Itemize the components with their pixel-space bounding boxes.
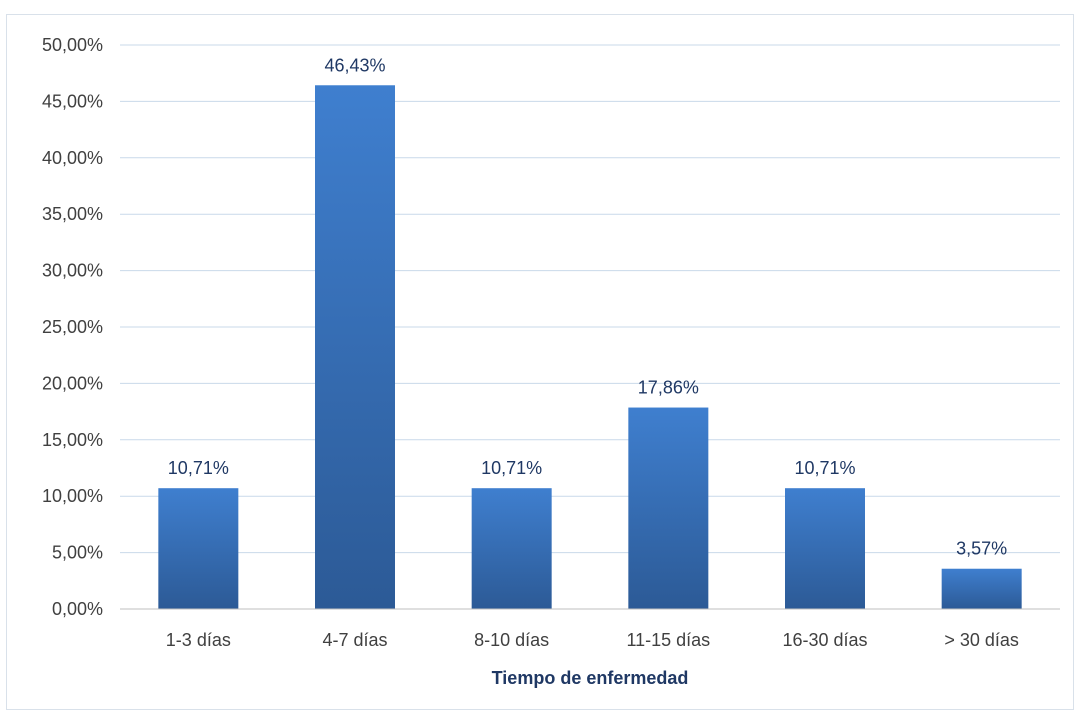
data-label: 3,57% — [956, 539, 1007, 559]
bar — [158, 488, 239, 609]
data-label: 10,71% — [168, 458, 229, 478]
bar — [315, 85, 395, 610]
y-tick-label: 40,00% — [42, 148, 103, 168]
y-tick-label: 30,00% — [42, 261, 103, 281]
y-tick-label: 45,00% — [42, 91, 103, 111]
x-tick-label: 11-15 días — [626, 630, 710, 650]
bar — [471, 488, 552, 609]
x-tick-label: > 30 días — [944, 630, 1019, 650]
bar — [785, 488, 865, 609]
bars — [158, 85, 1022, 610]
data-label: 17,86% — [638, 378, 699, 398]
data-label: 10,71% — [794, 458, 855, 478]
x-axis-title: Tiempo de enfermedad — [492, 668, 689, 688]
y-tick-label: 10,00% — [42, 486, 103, 506]
x-tick-label: 4-7 días — [322, 630, 387, 650]
y-tick-label: 0,00% — [52, 599, 103, 619]
x-tick-label: 16-30 días — [782, 630, 867, 650]
bar — [941, 568, 1022, 609]
data-label: 10,71% — [481, 458, 542, 478]
data-labels: 10,71% 46,43% 10,71% 17,86% 10,71% 3,57% — [168, 55, 1007, 558]
gridlines — [120, 44, 1060, 554]
y-tick-label: 15,00% — [42, 430, 103, 450]
y-tick-label: 5,00% — [52, 543, 103, 563]
data-label: 46,43% — [324, 55, 385, 75]
x-tick-label: 1-3 días — [166, 630, 231, 650]
y-tick-label: 20,00% — [42, 373, 103, 393]
x-axis-tick-labels: 1-3 días 4-7 días 8-10 días 11-15 días 16-30… — [166, 630, 1019, 650]
x-tick-label: 8-10 días — [474, 630, 549, 650]
y-tick-label: 50,00% — [42, 35, 103, 55]
y-tick-label: 25,00% — [42, 317, 103, 337]
bar — [628, 407, 709, 609]
y-axis-tick-labels: 0,00% 5,00% 10,00% 15,00% 20,00% 25,00% 30,00%… — [42, 35, 103, 619]
y-tick-label: 35,00% — [42, 204, 103, 224]
